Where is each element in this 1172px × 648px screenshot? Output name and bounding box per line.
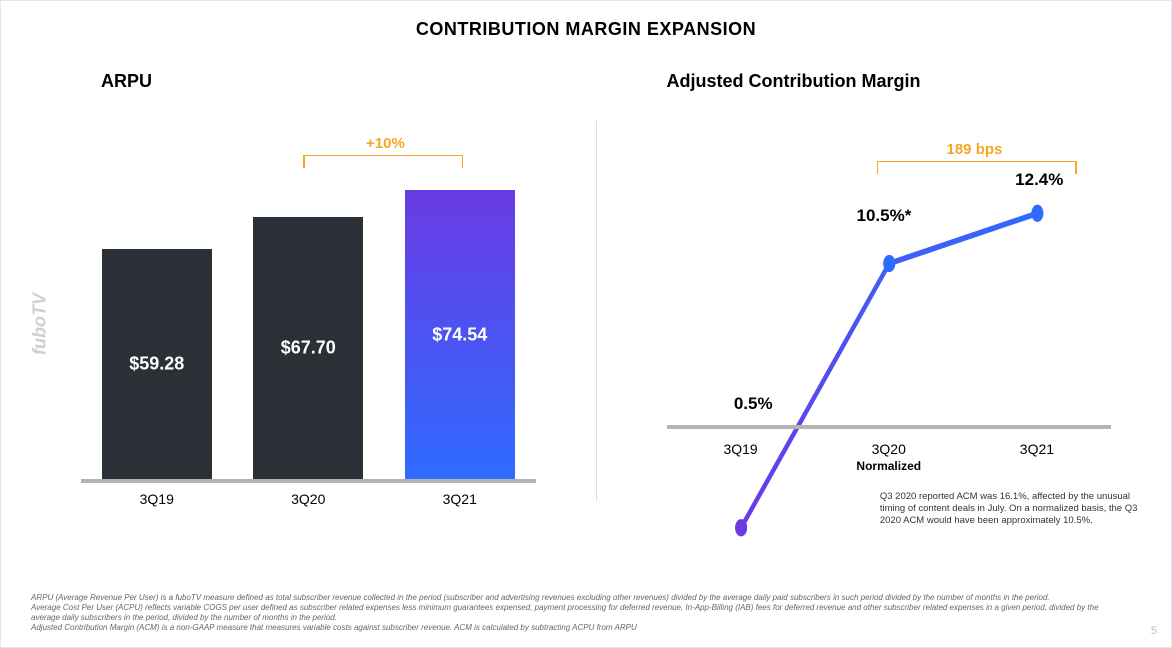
- acm-line-svg: [667, 171, 1112, 541]
- acm-callout: 189 bps: [947, 141, 1003, 158]
- charts-row: ARPU +10% $59.28$67.70$74.54 3Q193Q203Q2…: [61, 71, 1131, 541]
- acm-point-label-2: 12.4%: [1015, 170, 1063, 190]
- arpu-xlabel-3Q21: 3Q21: [405, 491, 515, 507]
- acm-xlabel-3Q19: 3Q19: [667, 441, 815, 457]
- brand-logo: fuboTV: [29, 293, 50, 355]
- arpu-xlabels: 3Q19 3Q20 3Q21: [81, 491, 536, 507]
- acm-xlabel-3Q21: 3Q21: [963, 441, 1111, 457]
- arpu-bar-value-3Q21: $74.54: [432, 324, 487, 345]
- footnotes: ARPU (Average Revenue Per User) is a fub…: [31, 593, 1111, 633]
- arpu-panel: ARPU +10% $59.28 $67.70 $74.54 3Q19 3Q20 3Q2…: [61, 71, 566, 541]
- arpu-bar-value-3Q20: $67.70: [281, 337, 336, 358]
- acm-note: Q3 2020 reported ACM was 16.1%, affected…: [880, 491, 1140, 527]
- arpu-baseline: [81, 479, 536, 483]
- acm-point-label-0: 0.5%: [734, 394, 773, 414]
- arpu-callout: +10%: [366, 135, 405, 152]
- arpu-bar-3Q21: $74.54: [405, 190, 515, 479]
- arpu-xlabel-3Q20: 3Q20: [253, 491, 363, 507]
- arpu-bars: $59.28 $67.70 $74.54: [81, 171, 536, 479]
- acm-baseline: [667, 425, 1112, 429]
- acm-point-label-1: 10.5%*: [857, 206, 912, 226]
- page-number: 5: [1151, 625, 1157, 637]
- arpu-callout-bracket: [303, 155, 463, 156]
- footnote-3: Adjusted Contribution Margin (ACM) is a …: [31, 623, 1111, 633]
- arpu-title: ARPU: [101, 71, 152, 92]
- footnote-1: ARPU (Average Revenue Per User) is a fub…: [31, 593, 1111, 603]
- slide: CONTRIBUTION MARGIN EXPANSION fuboTV ARP…: [0, 0, 1172, 648]
- footnote-2: Average Cost Per User (ACPU) reflects va…: [31, 603, 1111, 623]
- acm-title: Adjusted Contribution Margin: [667, 71, 921, 92]
- acm-xlabel-3Q20: 3Q20: [815, 441, 963, 457]
- acm-callout-bracket: [877, 161, 1077, 162]
- acm-chart: 189 bps 0.5% 10.5%* 12.4% 3Q193Q203Q21 N…: [667, 131, 1112, 501]
- acm-xlabels: 3Q193Q203Q21: [667, 441, 1112, 457]
- page-title: CONTRIBUTION MARGIN EXPANSION: [1, 19, 1171, 40]
- acm-normalized-label: Normalized: [667, 459, 1112, 473]
- arpu-bar-3Q19: $59.28: [102, 249, 212, 479]
- arpu-bar-3Q20: $67.70: [253, 217, 363, 479]
- panel-divider: [596, 121, 597, 501]
- arpu-chart: +10% $59.28$67.70$74.54 3Q193Q203Q21: [81, 131, 536, 501]
- acm-panel: Adjusted Contribution Margin 189 bps 0.5…: [627, 71, 1132, 541]
- arpu-bar-value-3Q19: $59.28: [129, 354, 184, 375]
- arpu-xlabel-3Q19: 3Q19: [102, 491, 212, 507]
